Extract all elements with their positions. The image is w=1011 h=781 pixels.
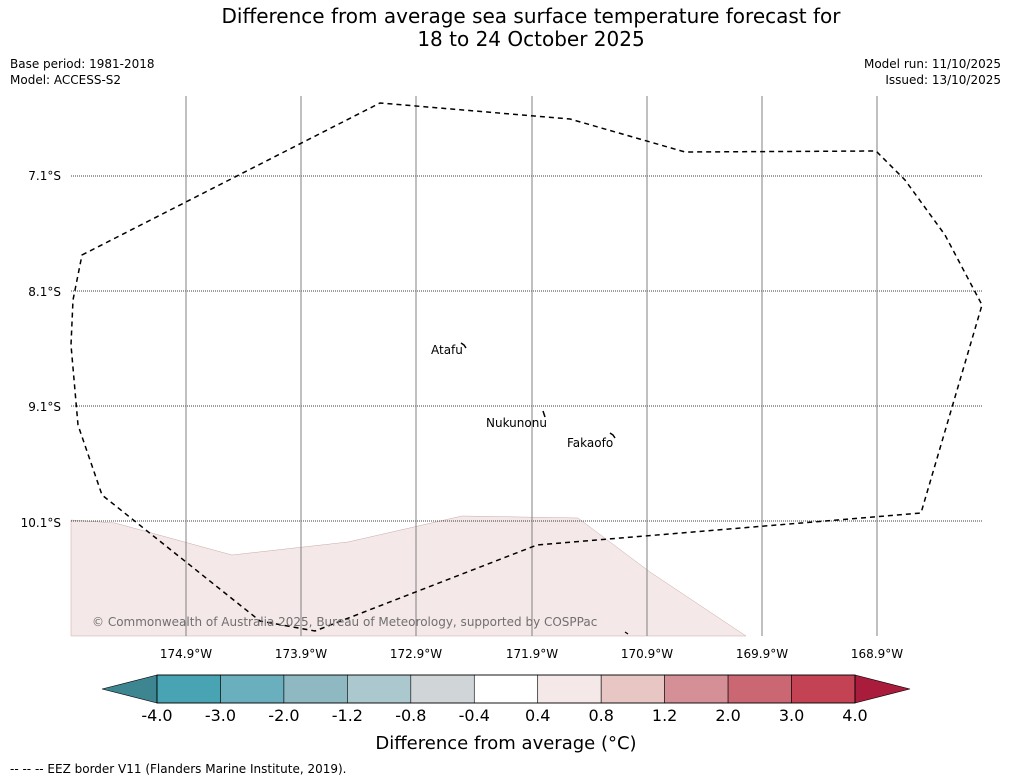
fakaofo-atoll-shape (609, 432, 616, 439)
eez-legend-footer: -- -- -- EEZ border V11 (Flanders Marine… (10, 762, 347, 776)
colorbar-swatch (473, 674, 539, 704)
lat-label-10.1: 10.1°S (21, 516, 61, 530)
colorbar-swatch (283, 674, 348, 704)
colorbar-tick-label: -2.0 (268, 706, 299, 725)
colorbar-swatch (664, 674, 729, 704)
lat-label-8.1: 8.1°S (28, 285, 61, 299)
place-label-fakaofo: Fakaofo (567, 436, 613, 450)
colorbar-swatch (600, 674, 665, 704)
colorbar: -4.0 -3.0 -2.0 -1.2 -0.8 -0.4 0.4 0.8 1.2 2.0 3.0 4… (101, 674, 911, 754)
title-line-1: Difference from average sea surface temp… (221, 4, 841, 28)
colorbar-outline (156, 674, 856, 704)
lon-label-173.9: 173.9°W (275, 647, 327, 661)
lon-label-170.9: 170.9°W (621, 647, 673, 661)
small-islet-shape (624, 631, 629, 635)
atafu-atoll-shape (460, 342, 467, 349)
colorbar-tick-label: -4.0 (141, 706, 172, 725)
eez-border (70, 102, 983, 632)
colorbar-title: Difference from average (°C) (375, 733, 636, 754)
model-run: Model run: 11/10/2025 (863, 57, 1001, 71)
lat-label-7.1: 7.1°S (28, 169, 61, 183)
longitude-gridlines (185, 96, 878, 636)
colorbar-swatch (347, 674, 412, 704)
title-line-2: 18 to 24 October 2025 (417, 27, 645, 51)
colorbar-swatch (791, 674, 856, 704)
colorbar-tick-label: 4.0 (842, 706, 867, 725)
colorbar-tick-label: 2.0 (715, 706, 740, 725)
nukunonu-atoll-shape (542, 410, 546, 418)
issued-date: Issued: 13/10/2025 (885, 73, 1001, 87)
latitude-gridlines (71, 175, 982, 522)
colorbar-tick-label: 1.2 (652, 706, 677, 725)
lon-label-169.9: 169.9°W (736, 647, 788, 661)
copyright-notice: © Commonwealth of Australia 2025, Bureau… (92, 615, 597, 629)
model-name: Model: ACCESS-S2 (10, 73, 122, 87)
colorbar-tick-label: 0.4 (525, 706, 550, 725)
colorbar-swatch (537, 674, 602, 704)
lon-label-168.9: 168.9°W (851, 647, 903, 661)
colorbar-tick-label: -1.2 (332, 706, 363, 725)
base-period: Base period: 1981-2018 (10, 57, 155, 71)
anomaly-region-0.4-0.8 (70, 515, 747, 637)
colorbar-tick-labels: -4.0 -3.0 -2.0 -1.2 -0.8 -0.4 0.4 0.8 1.2 2.0 3.0 4… (141, 706, 867, 725)
meta-left: Base period: 1981-2018 Model: ACCESS-S2 (10, 56, 155, 88)
lon-label-171.9: 171.9°W (506, 647, 558, 661)
colorbar-tick-label: 0.8 (588, 706, 613, 725)
colorbar-swatch (156, 674, 221, 704)
place-label-atafu: Atafu (431, 343, 463, 357)
lon-label-172.9: 172.9°W (390, 647, 442, 661)
colorbar-swatch (220, 674, 285, 704)
colorbar-tick-label: 3.0 (779, 706, 804, 725)
colorbar-under-arrow (101, 674, 158, 704)
colorbar-swatch (727, 674, 792, 704)
colorbar-swatches (156, 674, 856, 704)
meta-right: Model run: 11/10/2025 Issued: 13/10/2025 (864, 56, 1001, 88)
colorbar-tick-label: -0.8 (395, 706, 426, 725)
place-label-nukunonu: Nukunonu (486, 416, 547, 430)
colorbar-over-arrow (854, 674, 911, 704)
colorbar-swatch (410, 674, 475, 704)
lat-label-9.1: 9.1°S (28, 400, 61, 414)
lon-label-174.9: 174.9°W (160, 647, 212, 661)
chart-title: Difference from average sea surface temp… (0, 5, 1011, 51)
colorbar-tick-label: -0.4 (459, 706, 490, 725)
colorbar-tick-label: -3.0 (205, 706, 236, 725)
